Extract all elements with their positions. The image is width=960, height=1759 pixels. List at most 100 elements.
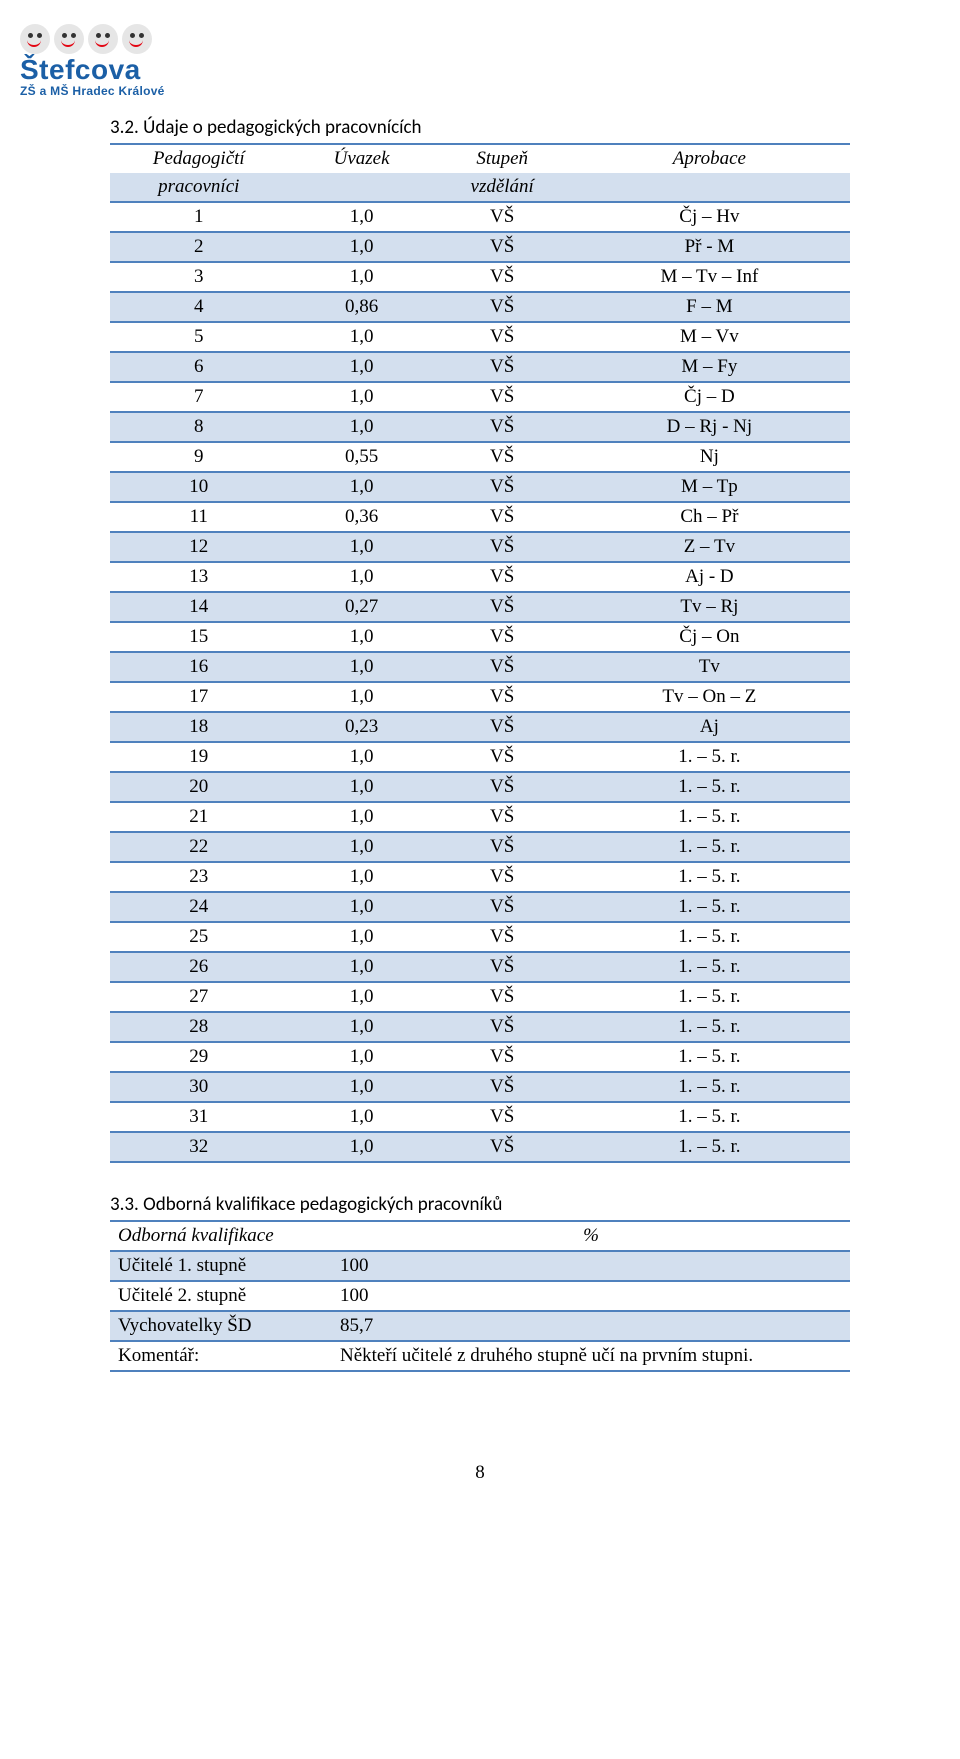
cell-uvazek: 1,0: [288, 922, 436, 952]
cell-index: 22: [110, 832, 288, 862]
table-row: 121,0VŠZ – Tv: [110, 532, 850, 562]
hdr-vzdelani: vzdělání: [436, 173, 569, 202]
cell-index: 2: [110, 232, 288, 262]
cell-index: 7: [110, 382, 288, 412]
cell-aprobace: Tv: [569, 652, 850, 682]
cell-aprobace: D – Rj - Nj: [569, 412, 850, 442]
cell-index: 21: [110, 802, 288, 832]
cell-index: 4: [110, 292, 288, 322]
cell-aprobace: Aj: [569, 712, 850, 742]
cell-aprobace: 1. – 5. r.: [569, 1072, 850, 1102]
table-row: 140,27VŠTv – Rj: [110, 592, 850, 622]
cell-index: 32: [110, 1132, 288, 1162]
hdr-uvazek: Úvazek: [288, 144, 436, 173]
cell-aprobace: 1. – 5. r.: [569, 922, 850, 952]
table-header-row: Pedagogičtí Úvazek Stupeň Aprobace: [110, 144, 850, 173]
cell-aprobace: Ch – Př: [569, 502, 850, 532]
cell-uvazek: 1,0: [288, 472, 436, 502]
cell-aprobace: Nj: [569, 442, 850, 472]
cell-aprobace: F – M: [569, 292, 850, 322]
cell-stupen: VŠ: [436, 1132, 569, 1162]
cell-aprobace: Čj – On: [569, 622, 850, 652]
table-row: 151,0VŠČj – On: [110, 622, 850, 652]
cell-index: 31: [110, 1102, 288, 1132]
cell-uvazek: 1,0: [288, 832, 436, 862]
cell-index: 14: [110, 592, 288, 622]
cell-aprobace: 1. – 5. r.: [569, 772, 850, 802]
table-row: Učitelé 2. stupně100: [110, 1281, 850, 1311]
cell-stupen: VŠ: [436, 952, 569, 982]
cell-aprobace: Tv – Rj: [569, 592, 850, 622]
cell-index: 17: [110, 682, 288, 712]
table-row: Komentář:Někteří učitelé z druhého stupn…: [110, 1341, 850, 1371]
cell-aprobace: 1. – 5. r.: [569, 832, 850, 862]
cell-index: 9: [110, 442, 288, 472]
cell-stupen: VŠ: [436, 562, 569, 592]
table-row: 231,0VŠ1. – 5. r.: [110, 862, 850, 892]
table-row: 81,0VŠD – Rj - Nj: [110, 412, 850, 442]
cell-uvazek: 1,0: [288, 892, 436, 922]
qual-label: Učitelé 1. stupně: [110, 1251, 332, 1281]
cell-index: 6: [110, 352, 288, 382]
cell-uvazek: 1,0: [288, 772, 436, 802]
cell-stupen: VŠ: [436, 1012, 569, 1042]
table-row: 180,23VŠAj: [110, 712, 850, 742]
qual-value: Někteří učitelé z druhého stupně učí na …: [332, 1341, 850, 1371]
cell-stupen: VŠ: [436, 352, 569, 382]
cell-stupen: VŠ: [436, 652, 569, 682]
cell-stupen: VŠ: [436, 862, 569, 892]
cell-stupen: VŠ: [436, 982, 569, 1012]
cell-index: 29: [110, 1042, 288, 1072]
cell-aprobace: 1. – 5. r.: [569, 892, 850, 922]
qual-label: Vychovatelky ŠD: [110, 1311, 332, 1341]
logo-brand: Štefcova: [20, 56, 850, 84]
cell-stupen: VŠ: [436, 772, 569, 802]
cell-stupen: VŠ: [436, 802, 569, 832]
cell-stupen: VŠ: [436, 232, 569, 262]
cell-stupen: VŠ: [436, 622, 569, 652]
cell-aprobace: Aj - D: [569, 562, 850, 592]
cell-aprobace: Z – Tv: [569, 532, 850, 562]
cell-index: 26: [110, 952, 288, 982]
cell-index: 16: [110, 652, 288, 682]
cell-uvazek: 1,0: [288, 412, 436, 442]
cell-uvazek: 1,0: [288, 562, 436, 592]
cell-stupen: VŠ: [436, 1042, 569, 1072]
cell-aprobace: Čj – D: [569, 382, 850, 412]
table-row: 31,0VŠM – Tv – Inf: [110, 262, 850, 292]
cell-index: 10: [110, 472, 288, 502]
cell-index: 15: [110, 622, 288, 652]
cell-stupen: VŠ: [436, 592, 569, 622]
cell-aprobace: Tv – On – Z: [569, 682, 850, 712]
cell-index: 20: [110, 772, 288, 802]
cell-uvazek: 0,55: [288, 442, 436, 472]
logo-tagline: ZŠ a MŠ Hradec Králové: [20, 84, 850, 98]
cell-index: 25: [110, 922, 288, 952]
cell-stupen: VŠ: [436, 922, 569, 952]
section-title-3-3: 3.3. Odborná kvalifikace pedagogických p…: [110, 1193, 850, 1216]
cell-index: 12: [110, 532, 288, 562]
cell-aprobace: M – Tv – Inf: [569, 262, 850, 292]
cell-index: 23: [110, 862, 288, 892]
table-row: 40,86VŠF – M: [110, 292, 850, 322]
table-row: 161,0VŠTv: [110, 652, 850, 682]
hdr-pedagogicti: Pedagogičtí: [110, 144, 288, 173]
table-row: 291,0VŠ1. – 5. r.: [110, 1042, 850, 1072]
qual-label: Komentář:: [110, 1341, 332, 1371]
cell-aprobace: 1. – 5. r.: [569, 1042, 850, 1072]
table-row: 101,0VŠM – Tp: [110, 472, 850, 502]
hdr-pracovnici: pracovníci: [110, 173, 288, 202]
table-row: 21,0VŠPř - M: [110, 232, 850, 262]
cell-stupen: VŠ: [436, 1072, 569, 1102]
cell-aprobace: M – Fy: [569, 352, 850, 382]
staff-table: Pedagogičtí Úvazek Stupeň Aprobace praco…: [110, 143, 850, 1163]
cell-index: 27: [110, 982, 288, 1012]
cell-uvazek: 0,23: [288, 712, 436, 742]
cell-stupen: VŠ: [436, 202, 569, 232]
cell-aprobace: 1. – 5. r.: [569, 802, 850, 832]
cell-uvazek: 1,0: [288, 1072, 436, 1102]
cell-stupen: VŠ: [436, 382, 569, 412]
cell-index: 1: [110, 202, 288, 232]
cell-index: 30: [110, 1072, 288, 1102]
cell-index: 8: [110, 412, 288, 442]
